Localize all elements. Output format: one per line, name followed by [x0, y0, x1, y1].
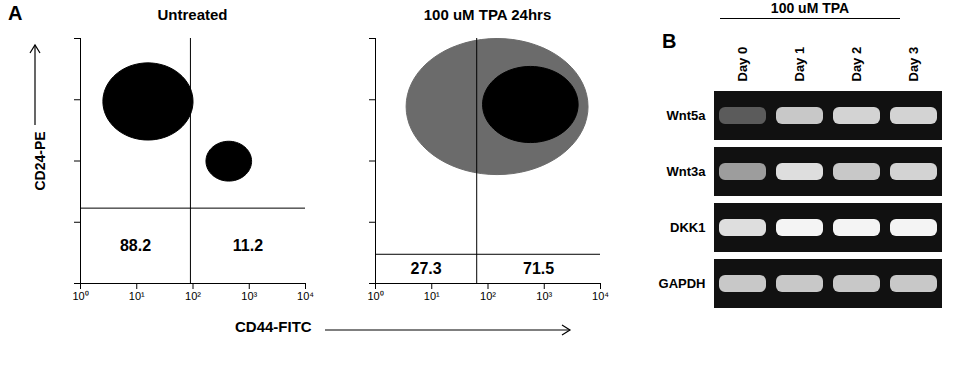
svg-text:27.3: 27.3 [411, 260, 442, 277]
svg-text:GAPDH: GAPDH [659, 276, 706, 291]
svg-text:Day 0: Day 0 [735, 47, 750, 82]
svg-text:10¹: 10¹ [129, 290, 145, 302]
svg-text:10³: 10³ [241, 290, 257, 302]
svg-text:DKK1: DKK1 [670, 220, 705, 235]
svg-text:10⁰: 10⁰ [72, 290, 88, 302]
svg-text:Wnt3a: Wnt3a [667, 164, 707, 179]
svg-text:10⁴: 10⁴ [592, 290, 609, 302]
svg-text:10¹: 10¹ [424, 290, 440, 302]
svg-text:10⁴: 10⁴ [297, 290, 314, 302]
html-text:B: B [662, 30, 677, 52]
svg-text:88.2: 88.2 [120, 237, 151, 254]
html-text:CD44-FITC: CD44-FITC [235, 318, 312, 335]
svg-text:CD24-PE: CD24-PE [32, 131, 48, 190]
svg-text:10³: 10³ [536, 290, 552, 302]
svg-text:Day 1: Day 1 [792, 47, 807, 82]
html-text:A: A [8, 2, 23, 24]
svg-text:11.2: 11.2 [233, 237, 263, 254]
svg-text:Day 2: Day 2 [849, 47, 864, 82]
svg-text:10²: 10² [185, 290, 201, 302]
svg-text:71.5: 71.5 [523, 260, 554, 277]
svg-text:10⁰: 10⁰ [367, 290, 383, 302]
svg-text:Wnt5a: Wnt5a [667, 108, 707, 123]
html-text:Untreated: Untreated [157, 6, 228, 23]
svg-text:Day 3: Day 3 [906, 47, 921, 82]
html-text:100 uM TPA 24hrs: 100 uM TPA 24hrs [423, 6, 552, 23]
html-text:100 uM TPA: 100 uM TPA [770, 0, 850, 16]
svg-text:10²: 10² [480, 290, 496, 302]
